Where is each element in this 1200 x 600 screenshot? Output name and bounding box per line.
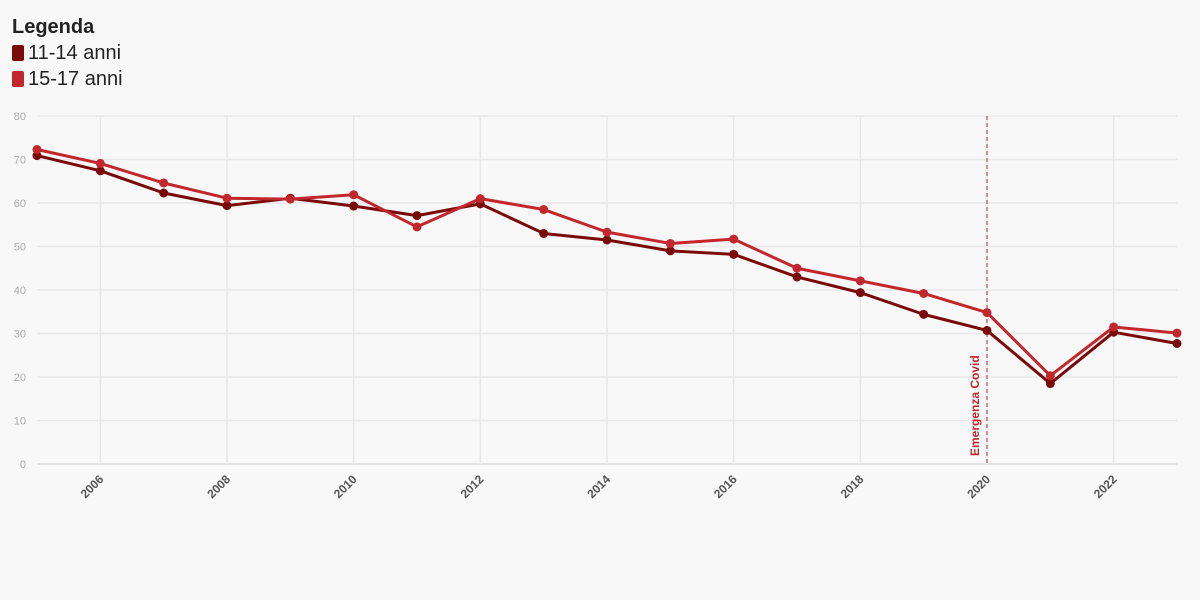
- data-point: [1045, 379, 1055, 389]
- data-point: [602, 227, 612, 237]
- legend: Legenda 11-14 anni 15-17 anni: [12, 14, 123, 92]
- x-tick-label: 2014: [584, 472, 613, 501]
- data-point: [1172, 328, 1182, 338]
- legend-item-11-14[interactable]: 11-14 anni: [12, 40, 123, 66]
- y-tick-label: 70: [14, 155, 26, 167]
- legend-label-11-14: 11-14 anni: [28, 41, 122, 64]
- x-tick-label: 2020: [964, 472, 993, 501]
- data-point: [919, 288, 929, 298]
- data-point: [792, 263, 802, 273]
- data-point: [222, 193, 232, 203]
- y-tick-label: 40: [14, 285, 26, 297]
- data-point: [919, 309, 929, 319]
- data-point: [349, 190, 359, 200]
- data-point: [95, 158, 105, 168]
- data-point: [1172, 339, 1182, 349]
- x-tick-label: 2008: [204, 472, 233, 501]
- legend-title: Legenda: [12, 16, 95, 38]
- x-tick-label: 2006: [78, 472, 107, 501]
- data-point: [32, 144, 42, 154]
- annotation-label: Emergenza Covid: [968, 355, 982, 456]
- y-tick-label: 30: [14, 329, 26, 341]
- data-point: [222, 201, 232, 211]
- data-point: [159, 178, 169, 188]
- series-15-17-anni: [32, 144, 1182, 381]
- legend-swatch-11-14: [12, 45, 24, 61]
- data-point: [95, 166, 105, 176]
- y-tick-label: 50: [14, 242, 26, 254]
- y-tick-label: 0: [20, 459, 26, 471]
- y-tick-label: 10: [14, 416, 26, 428]
- x-tick-label: 2012: [458, 472, 487, 501]
- data-point: [982, 325, 992, 335]
- legend-item-15-17[interactable]: 15-17 anni: [12, 66, 123, 92]
- data-point: [792, 272, 802, 282]
- x-tick-label: 2010: [331, 472, 360, 501]
- x-tick-label: 2022: [1091, 472, 1120, 501]
- data-point: [349, 201, 359, 211]
- data-point: [729, 249, 739, 259]
- data-point: [982, 308, 992, 318]
- legend-label-15-17: 15-17 anni: [28, 67, 123, 90]
- data-point: [285, 194, 295, 204]
- data-point: [539, 205, 549, 215]
- data-point: [855, 276, 865, 286]
- y-tick-label: 60: [14, 198, 26, 210]
- data-point: [1109, 322, 1119, 332]
- legend-swatch-15-17: [12, 71, 24, 87]
- data-point: [665, 246, 675, 256]
- data-point: [855, 288, 865, 298]
- data-point: [1045, 371, 1055, 381]
- y-tick-label: 80: [14, 111, 26, 123]
- data-point: [729, 234, 739, 244]
- data-point: [412, 222, 422, 232]
- data-point: [665, 238, 675, 248]
- x-tick-label: 2018: [838, 472, 867, 501]
- data-point: [412, 211, 422, 221]
- data-point: [602, 235, 612, 245]
- x-tick-label: 2016: [711, 472, 740, 501]
- data-point: [475, 194, 485, 204]
- data-point: [159, 188, 169, 198]
- y-tick-label: 20: [14, 372, 26, 384]
- data-point: [539, 228, 549, 238]
